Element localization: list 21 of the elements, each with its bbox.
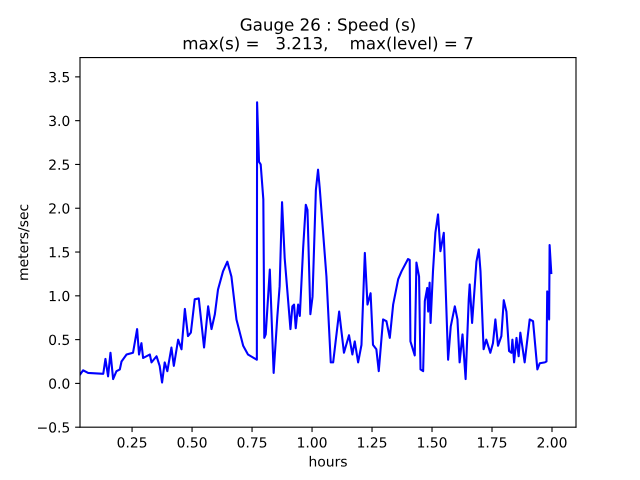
- y-tick-label: 0.0: [49, 378, 70, 389]
- x-tick-label: 1.75: [478, 437, 506, 448]
- x-tick-label: 1.00: [298, 437, 327, 448]
- x-axis-title: hours: [310, 456, 347, 467]
- y-tick-label: 2.0: [49, 203, 70, 214]
- y-tick-label: 2.5: [49, 159, 70, 170]
- y-tick-label: −0.5: [38, 422, 70, 433]
- y-tick-label: 0.5: [49, 334, 70, 346]
- y-tick-label: 1.5: [50, 247, 70, 258]
- y-axis-title: meters/sec: [18, 204, 30, 280]
- x-tick-label: 1.25: [358, 437, 386, 448]
- x-tick-label: 2.00: [538, 437, 567, 448]
- y-tick-label: 1.0: [50, 290, 70, 302]
- x-tick-label: 0.75: [238, 437, 266, 448]
- chart-title: Gauge 26 : Speed (s) max(s) = 3.213, max(level) = 7: [184, 18, 472, 52]
- y-tick-label: 3.0: [49, 116, 70, 126]
- line-series: [80, 101, 552, 384]
- x-tick-label: 1.50: [418, 437, 447, 448]
- x-tick-label: 0.25: [118, 437, 146, 448]
- y-tick-label: 3.5: [49, 72, 70, 82]
- x-tick-label: 0.50: [178, 437, 207, 448]
